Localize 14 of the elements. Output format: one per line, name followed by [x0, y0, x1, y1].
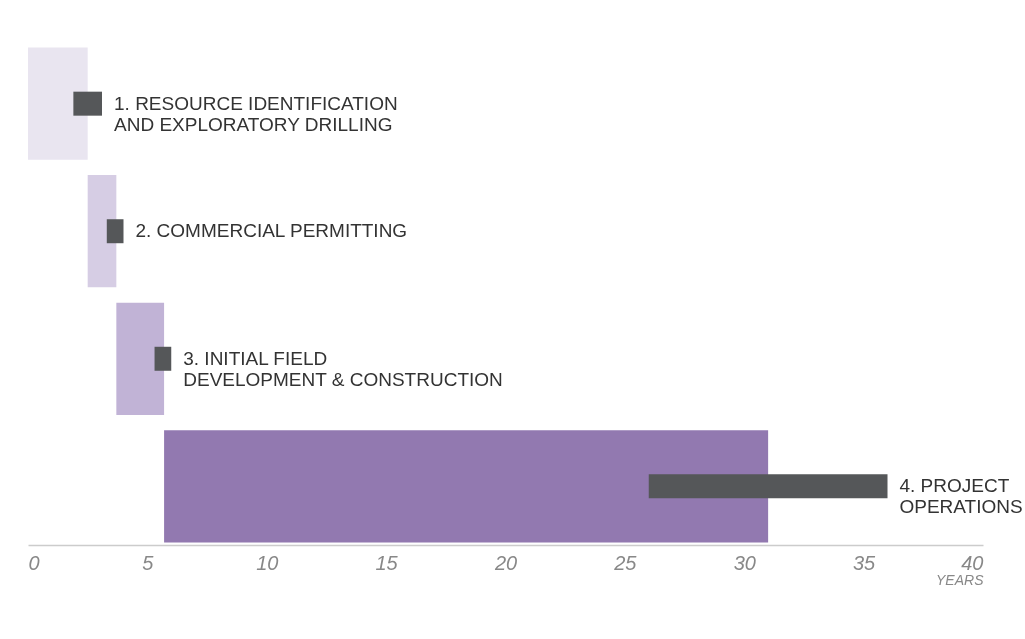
x-tick-label: 20 — [493, 551, 518, 574]
x-axis-title: YEARS — [936, 571, 985, 588]
x-tick-label: 25 — [613, 551, 638, 574]
x-tick-label: 40 — [961, 551, 984, 574]
x-tick-label: 15 — [375, 551, 399, 574]
y-tick-label: 3. INITIAL FIELD DEVELOPMENT & CONSTRUCTION — [183, 347, 503, 390]
y-tick-label: 2. COMMERCIAL PERMITTING — [135, 220, 408, 242]
x-tick-label: 10 — [256, 551, 279, 574]
x-tick-label: 35 — [853, 551, 877, 574]
x-tick-label: 5 — [142, 551, 155, 574]
x-tick-label: 30 — [733, 551, 756, 574]
x-tick-label: 0 — [28, 551, 40, 574]
y-tick-label: 4. PROJECT OPERATIONS — [899, 475, 1023, 518]
y-tick-label: 1. RESOURCE IDENTIFICATION AND EXPLORATORY DRILLING — [114, 92, 398, 135]
